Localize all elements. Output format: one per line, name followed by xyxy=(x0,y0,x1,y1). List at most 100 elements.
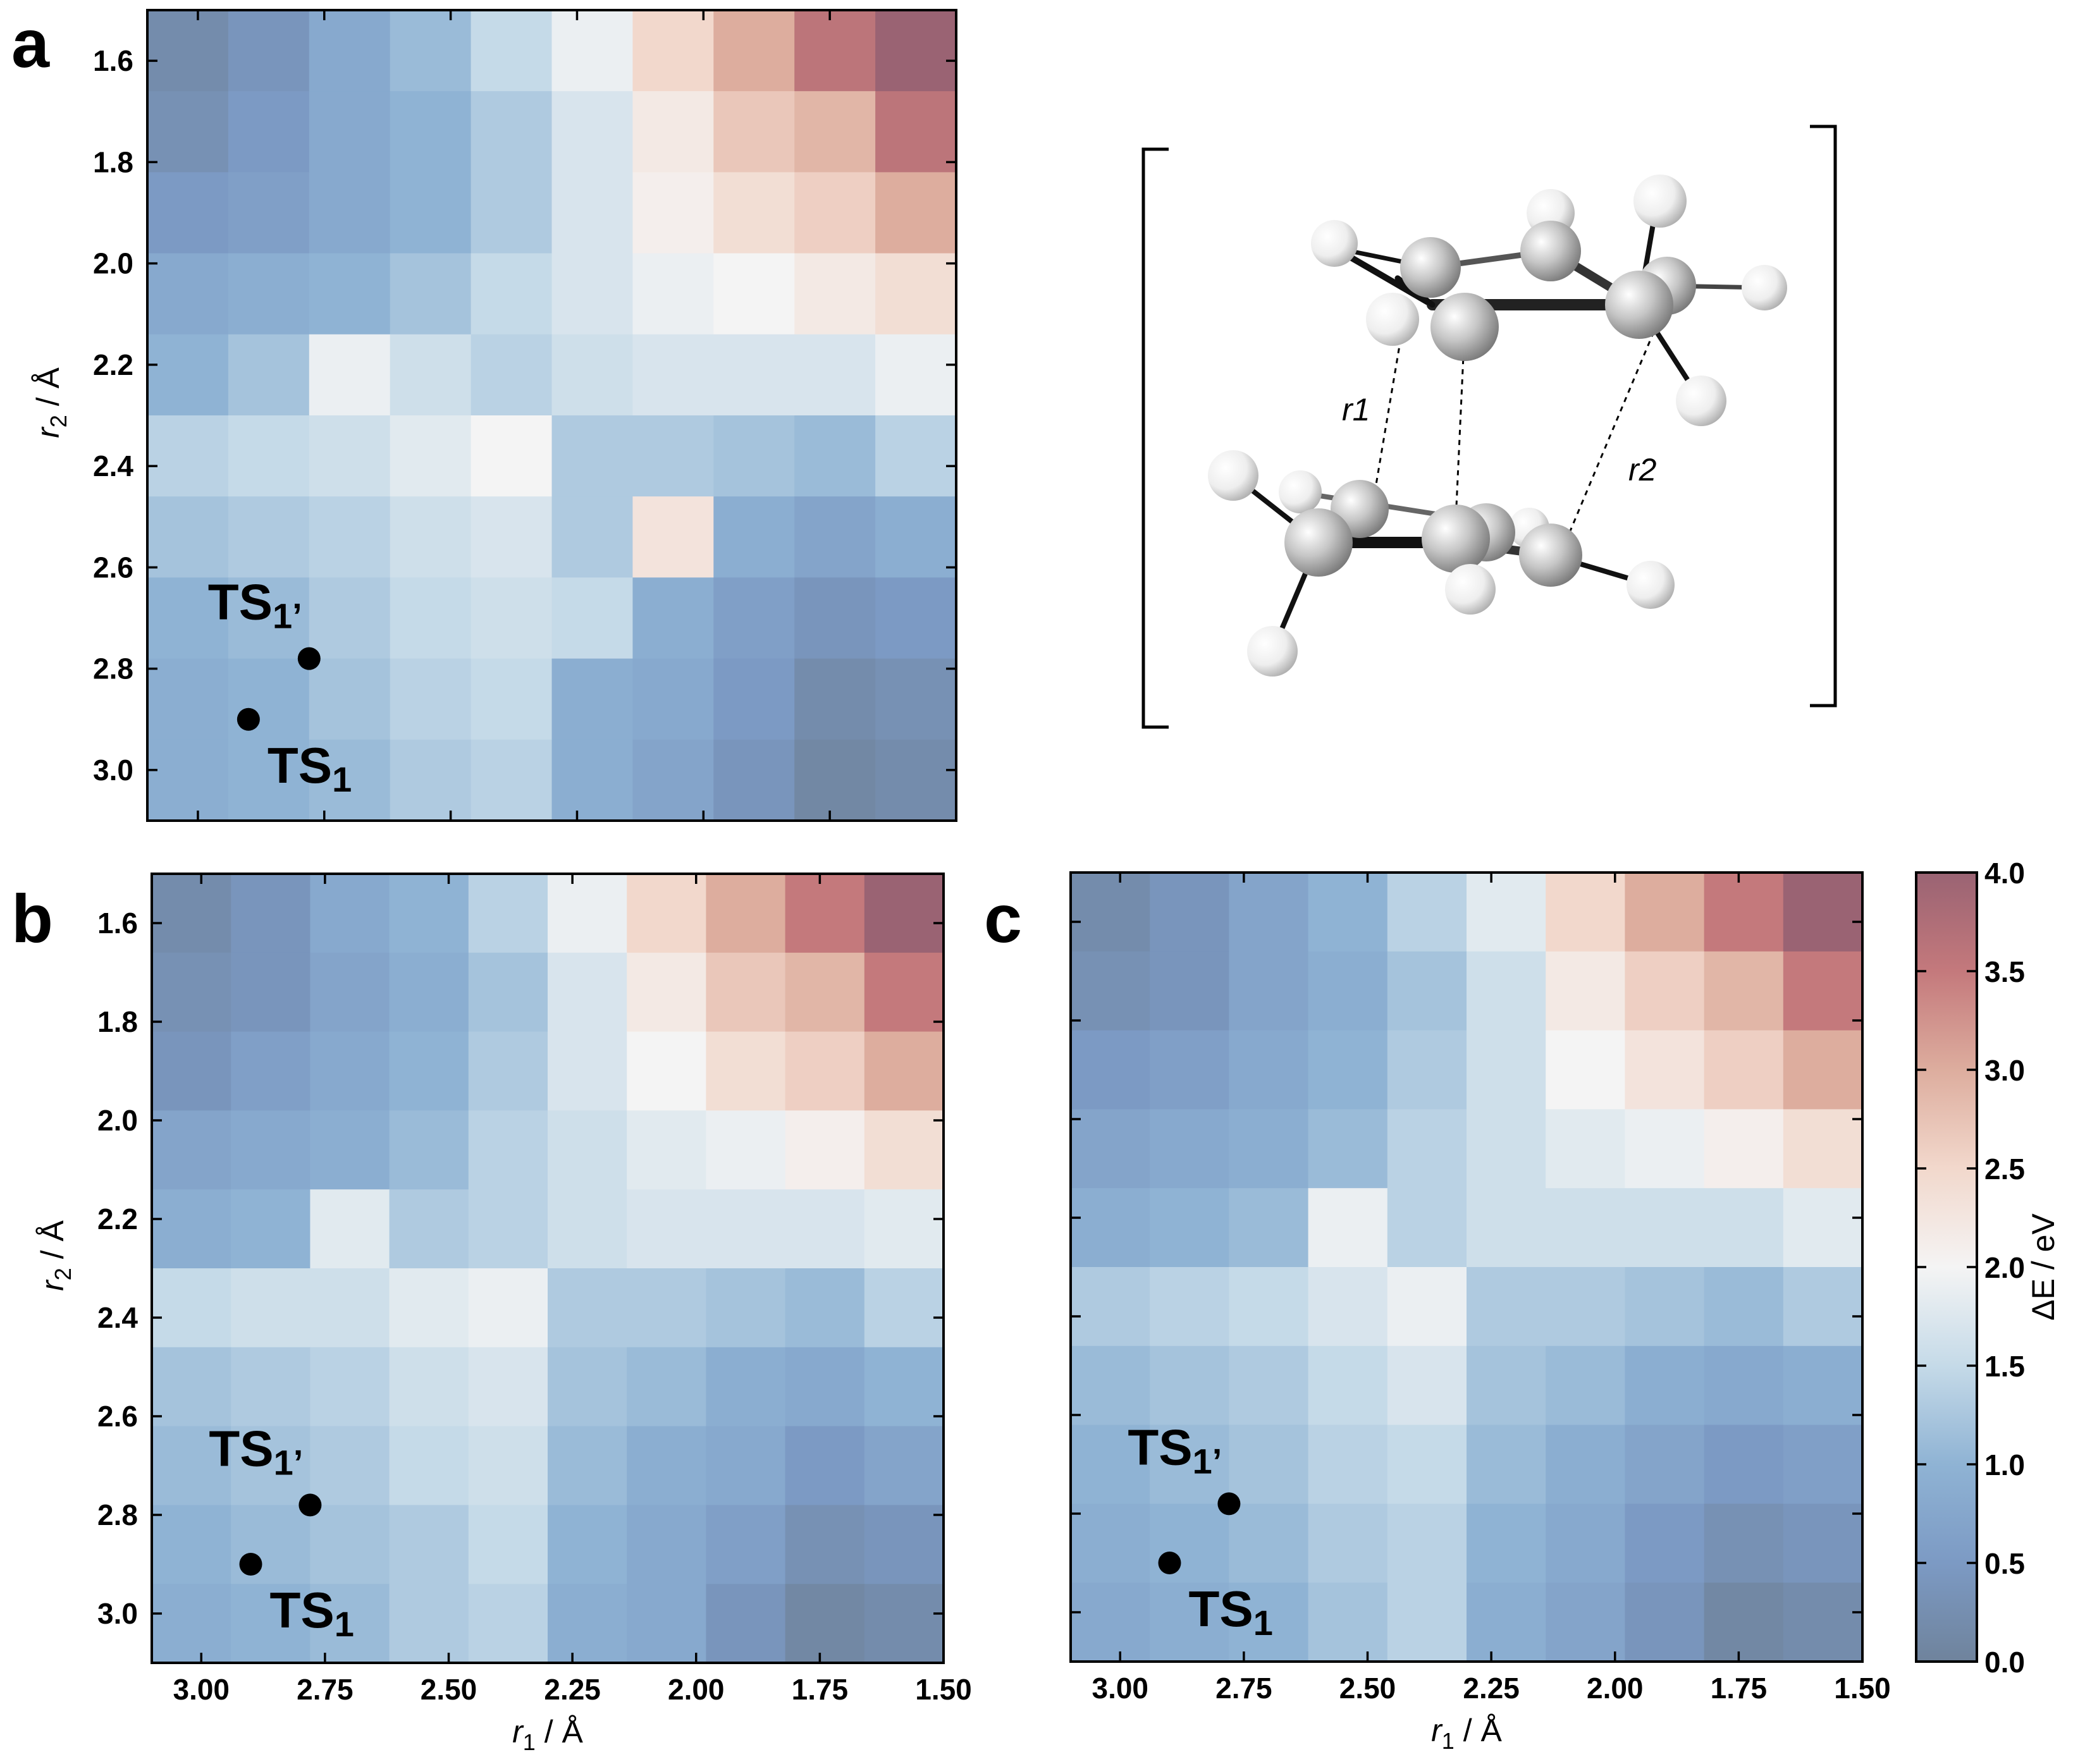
heatmap-cell xyxy=(152,1426,231,1505)
heatmap-cell xyxy=(1229,1109,1309,1189)
heatmap-cell xyxy=(1546,1345,1625,1426)
heatmap-cell xyxy=(228,577,310,659)
heatmap-cell xyxy=(794,10,876,92)
heatmap-cell xyxy=(471,334,553,416)
heatmap-cell xyxy=(713,253,795,335)
heatmap-cell xyxy=(875,577,956,659)
colorbar-tick-label: 3.5 xyxy=(1984,955,2025,988)
hydrogen-atom xyxy=(1633,175,1687,228)
heatmap-cell xyxy=(310,874,390,953)
y-tick-label: 2.6 xyxy=(97,1400,138,1433)
y-tick-label: 3.0 xyxy=(93,754,133,787)
heatmap-cell xyxy=(1625,1345,1705,1426)
heatmap-cell xyxy=(309,739,391,821)
heatmap-cell xyxy=(1783,1109,1862,1189)
heatmap-cell xyxy=(706,1505,786,1584)
heatmap-cell xyxy=(152,1505,231,1584)
x-tick-label: 2.25 xyxy=(1463,1672,1520,1705)
heatmap-cell xyxy=(864,1268,944,1348)
heatmap-cell xyxy=(632,496,714,578)
heatmap-cell xyxy=(1467,1109,1546,1189)
heatmap-cell xyxy=(310,1347,390,1427)
x-tick-label: 2.50 xyxy=(1339,1672,1396,1705)
heatmap-cell xyxy=(390,172,472,254)
ts1-prime-label: TS1’ xyxy=(1128,1419,1222,1481)
heatmap-cell xyxy=(310,1268,390,1348)
heatmap-cell xyxy=(1229,1188,1309,1268)
ts1-point xyxy=(239,1553,262,1576)
heatmap-panel-a: 1.6 1.8 2.0 2.2 2.4 2.6 2.8 3.0 r2 / Å TS1’ TS1 xyxy=(30,9,957,822)
heatmap-cell xyxy=(875,658,956,740)
heatmap-cell xyxy=(1308,873,1388,952)
x-tick-label: 2.75 xyxy=(1215,1672,1272,1705)
heatmap-cell xyxy=(875,253,956,335)
heatmap-cell xyxy=(713,658,795,740)
hydrogen-atom xyxy=(1279,470,1322,513)
heatmap-cell xyxy=(468,874,548,953)
heatmap-cell xyxy=(785,1505,865,1584)
heatmap-cell xyxy=(627,1426,706,1505)
heatmap-cell xyxy=(390,334,472,416)
heatmap-cell xyxy=(147,91,229,173)
heatmap-cell xyxy=(875,415,956,497)
heatmap-cell xyxy=(706,1426,786,1505)
heatmap-cell xyxy=(471,496,553,578)
heatmap-cell xyxy=(1150,1109,1229,1189)
heatmap-cell xyxy=(390,658,472,740)
heatmap-cell xyxy=(309,334,391,416)
heatmap-cell xyxy=(1467,1188,1546,1268)
y-tick-label: 2.8 xyxy=(97,1498,138,1531)
heatmap-cell xyxy=(228,658,310,740)
colorbar-tick-label: 1.0 xyxy=(1984,1449,2025,1481)
y-tick-label: 2.0 xyxy=(93,247,133,280)
right-bracket xyxy=(1810,125,1837,707)
heatmap-cell xyxy=(548,952,627,1032)
heatmap-cell xyxy=(1783,1267,1862,1347)
heatmap-cell xyxy=(1071,1267,1150,1347)
heatmap-cell xyxy=(706,1110,786,1190)
y-tick-label: 3.0 xyxy=(97,1597,138,1630)
heatmap-cell xyxy=(390,577,472,659)
heatmap-cell xyxy=(1229,951,1309,1031)
heatmap-cell xyxy=(468,1426,548,1505)
y-tick-label: 1.8 xyxy=(97,1005,138,1038)
plot-frame xyxy=(151,873,945,1664)
x-tick-label: 1.50 xyxy=(915,1673,972,1706)
heatmap-cell xyxy=(1704,1345,1784,1426)
heatmap-cell xyxy=(785,1110,865,1190)
heatmap-cell xyxy=(875,172,956,254)
heatmap-cell xyxy=(471,739,553,821)
hydrogen-atom xyxy=(1366,293,1419,346)
heatmap-cell xyxy=(1546,1583,1625,1662)
heatmap-cell xyxy=(231,874,311,953)
heatmap-cell xyxy=(785,1426,865,1505)
heatmap-cell xyxy=(864,1347,944,1427)
heatmap-cell xyxy=(1071,1424,1150,1504)
heatmap-cell xyxy=(1625,873,1705,952)
carbon-atom xyxy=(1605,271,1673,339)
heatmap-cell xyxy=(713,91,795,173)
heatmap-cell xyxy=(1071,1188,1150,1268)
heatmap-cell xyxy=(794,334,876,416)
heatmap-cell xyxy=(1229,1424,1309,1504)
heatmap-cell xyxy=(147,253,229,335)
heatmap-cell xyxy=(310,1426,390,1505)
heatmap-cell xyxy=(147,334,229,416)
x-tick-label: 1.50 xyxy=(1834,1672,1891,1705)
heatmap-cell xyxy=(152,1110,231,1190)
heatmap-cell xyxy=(1467,1030,1546,1110)
heatmap-cell xyxy=(632,658,714,740)
heatmap-cell xyxy=(1150,1424,1229,1504)
heatmap-cell xyxy=(1625,1583,1705,1662)
heatmap-cell xyxy=(147,10,229,92)
heatmap-cell xyxy=(1546,1267,1625,1347)
heatmap-cell xyxy=(1546,951,1625,1031)
heatmap-cell xyxy=(389,874,469,953)
heatmap-cell xyxy=(310,1031,390,1111)
heatmap-cell xyxy=(1150,1345,1229,1426)
heatmap-cell xyxy=(864,1031,944,1111)
heatmap-cell xyxy=(1783,1345,1862,1426)
heatmap-cell xyxy=(1387,1345,1467,1426)
heatmap-cell xyxy=(1467,951,1546,1031)
x-tick-label: 2.50 xyxy=(421,1673,477,1706)
